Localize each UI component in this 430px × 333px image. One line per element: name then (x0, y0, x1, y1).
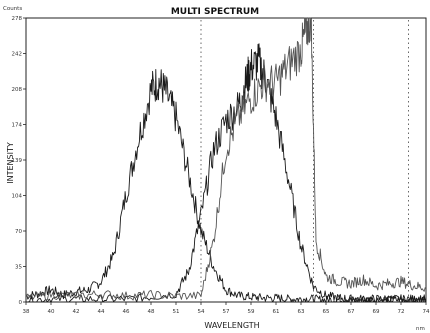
x-tick-label: 46 (123, 309, 130, 315)
x-tick-label: 40 (48, 309, 55, 315)
x-tick-label: 51 (173, 309, 180, 315)
x-tick-label: 57 (223, 309, 230, 315)
spectrum-series-3-line (25, 17, 426, 301)
y-axis-label: INTENSITY (6, 142, 15, 184)
y-tick-label: 242 (12, 52, 23, 58)
x-tick-label: 72 (398, 309, 405, 315)
x-tick-label: 74 (423, 309, 430, 315)
y-axis-ticks: 0 35 70 104 139 174 208 242 278 (12, 16, 26, 306)
x-tick-label: 67 (348, 309, 355, 315)
x-tick-label: 48 (148, 309, 155, 315)
y-tick-label: 139 (12, 158, 23, 164)
x-tick-label: 63 (298, 309, 305, 315)
x-tick-label: 42 (73, 309, 80, 315)
x-tick-label: 65 (323, 309, 330, 315)
x-tick-label: 69 (373, 309, 380, 315)
spectrum-series-2-line (26, 43, 427, 303)
x-unit-label: nm (416, 326, 425, 332)
y-tick-label: 174 (12, 123, 23, 129)
x-tick-label: 59 (248, 309, 255, 315)
y-tick-label: 208 (12, 87, 23, 93)
x-tick-label: 38 (23, 309, 30, 315)
x-tick-label: 44 (98, 309, 105, 315)
x-tick-label: 54 (198, 309, 205, 315)
x-axis-ticks: 38 40 42 44 46 48 51 54 57 59 61 63 65 67 69 72 74 (23, 302, 430, 315)
spectrum-series (25, 17, 427, 303)
x-axis-label: WAVELENGTH (204, 321, 259, 330)
x-tick-label: 61 (273, 309, 280, 315)
y-unit-label: Counts (3, 6, 22, 12)
y-tick-label: 104 (12, 194, 23, 200)
y-tick-label: 35 (15, 265, 22, 271)
chart-title: MULTI SPECTRUM (171, 7, 259, 17)
y-tick-label: 0 (19, 300, 23, 306)
dotted-reference-lines (200, 20, 409, 302)
y-tick-label: 70 (15, 229, 22, 235)
y-tick-label: 278 (12, 16, 23, 22)
spectrum-series-1-line (25, 69, 427, 303)
